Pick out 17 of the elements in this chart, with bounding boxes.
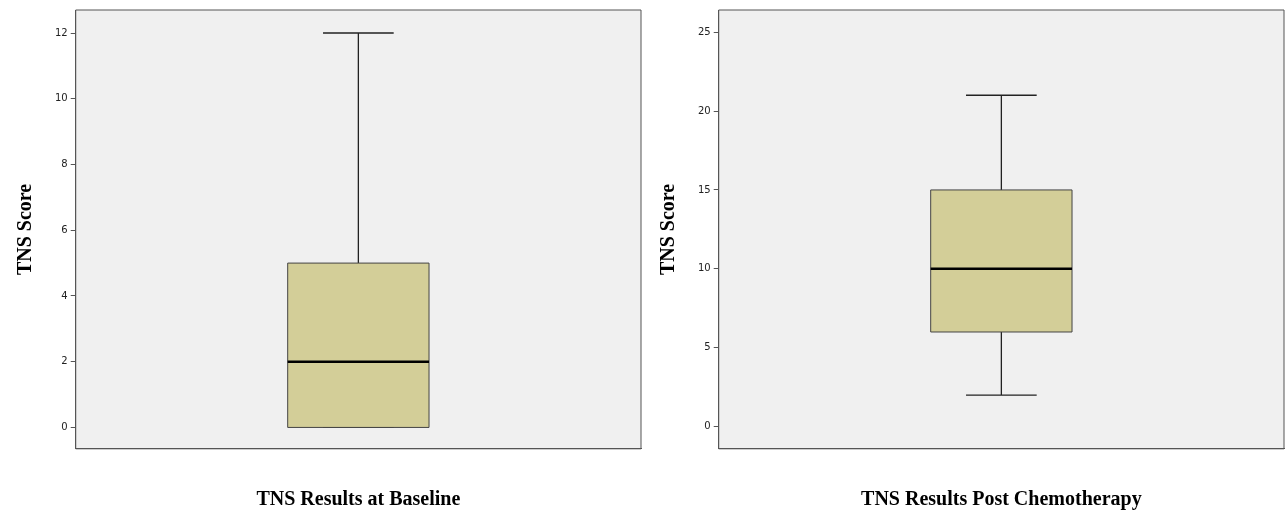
y-tick-label: 2	[61, 355, 68, 367]
x-axis-title: TNS Results Post Chemotherapy	[861, 487, 1142, 511]
y-tick-label: 10	[697, 262, 711, 274]
y-tick-label: 10	[54, 92, 68, 104]
x-axis-title: TNS Results at Baseline	[256, 487, 461, 510]
y-tick-label: 20	[697, 104, 711, 116]
y-tick-label: 8	[61, 158, 68, 170]
y-tick-label: 0	[61, 421, 68, 433]
y-tick-label: 25	[697, 25, 711, 37]
y-tick-label: 6	[61, 223, 68, 235]
y-tick-label: 15	[697, 183, 711, 195]
y-axis-title: TNS Score	[656, 183, 679, 276]
y-tick-label: 5	[704, 341, 711, 353]
y-tick-label: 4	[61, 289, 68, 301]
y-axis-title: TNS Score	[13, 183, 36, 276]
y-tick-label: 0	[704, 420, 711, 432]
y-tick-label: 12	[54, 26, 68, 38]
